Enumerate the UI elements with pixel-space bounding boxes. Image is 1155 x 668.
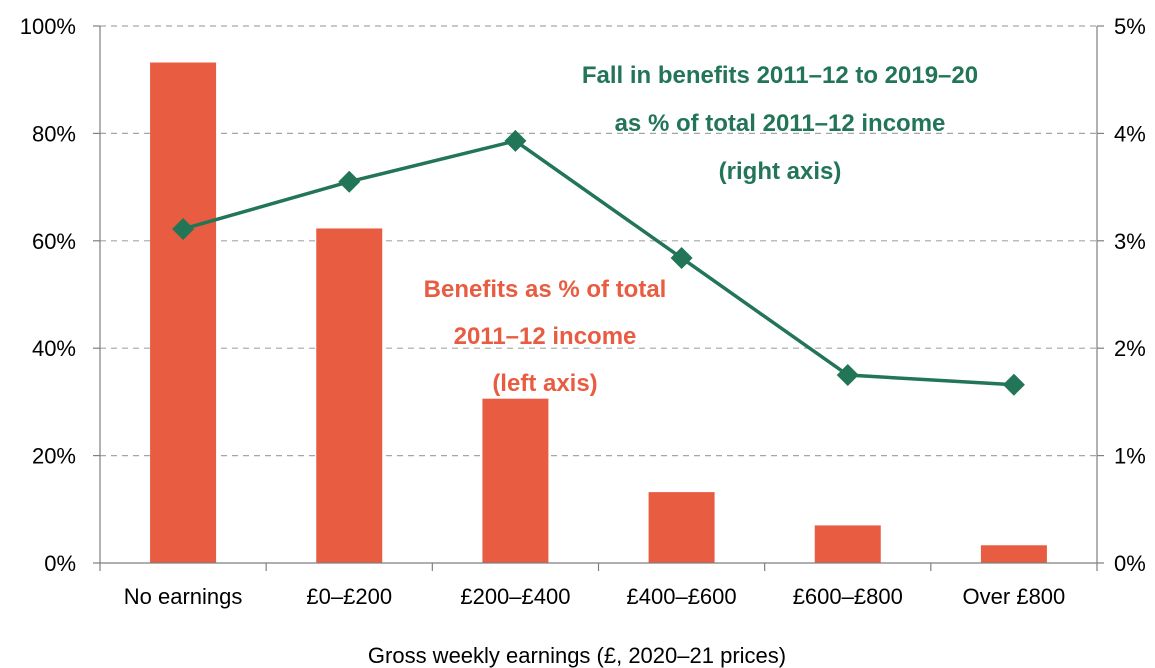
bar: [482, 398, 549, 563]
bar: [150, 62, 217, 564]
left-axis-tick-label: 0%: [44, 551, 76, 576]
right-axis-tick-label: 0%: [1114, 551, 1146, 576]
left-axis-tick-label: 40%: [32, 336, 76, 361]
annotation-line: (right axis): [719, 158, 842, 185]
fall-in-benefits-line: [172, 129, 1025, 396]
line-point: [504, 129, 527, 152]
right-axis-tick-label: 3%: [1114, 229, 1146, 254]
bar: [316, 228, 383, 563]
line-path: [182, 139, 1015, 387]
x-tick-label: £0–£200: [306, 584, 392, 609]
labels: 0% 0% 20% 1% 40% 2% 60% 3% 80% 4% 100% 5% No earning…: [20, 14, 1146, 609]
bar: [980, 545, 1047, 563]
line-point: [338, 170, 361, 193]
x-tick-label: £200–£400: [460, 584, 570, 609]
right-axis-tick-label: 5%: [1114, 14, 1146, 39]
annotation-line: as % of total 2011–12 income: [615, 110, 946, 137]
left-axis-tick-label: 60%: [32, 229, 76, 254]
line-point: [1002, 373, 1025, 396]
right-axis-tick-label: 2%: [1114, 336, 1146, 361]
left-axis-tick-label: 80%: [32, 121, 76, 146]
x-tick-label: Over £800: [963, 584, 1066, 609]
line-point: [172, 217, 195, 240]
axes: [93, 25, 1104, 571]
annotation-line: 2011–12 income: [454, 323, 637, 350]
annotation-line: (left axis): [492, 370, 597, 397]
line-point: [670, 246, 693, 269]
bar: [814, 525, 881, 563]
left-axis-tick-label: 20%: [32, 444, 76, 469]
annotation-line: Benefits as % of total: [424, 276, 667, 303]
bars: [150, 62, 1047, 564]
x-tick-label: £400–£600: [627, 584, 737, 609]
bar-series-annotation: Benefits as % of total 2011–12 income (lef…: [424, 276, 667, 397]
x-axis-title: Gross weekly earnings (£, 2020–21 prices…: [368, 643, 786, 668]
line-point: [836, 364, 859, 387]
bar: [648, 492, 715, 563]
line-series-annotation: Fall in benefits 2011–12 to 2019–20 as % …: [582, 62, 978, 185]
gridlines: [100, 25, 1097, 457]
left-axis-tick-label: 100%: [20, 14, 76, 39]
annotation-line: Fall in benefits 2011–12 to 2019–20: [582, 62, 978, 89]
x-tick-label: £600–£800: [793, 584, 903, 609]
x-tick-label: No earnings: [124, 584, 243, 609]
right-axis-tick-label: 4%: [1114, 121, 1146, 146]
right-axis-tick-label: 1%: [1114, 444, 1146, 469]
